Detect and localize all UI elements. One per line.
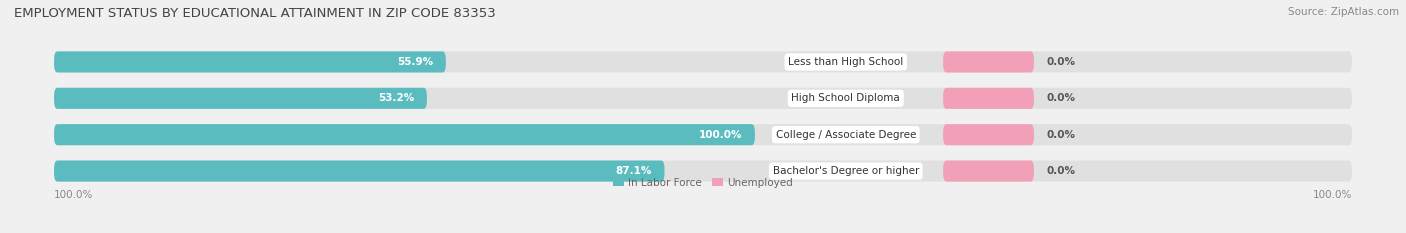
Text: 0.0%: 0.0%	[1047, 57, 1076, 67]
Text: 87.1%: 87.1%	[616, 166, 651, 176]
FancyBboxPatch shape	[943, 124, 1033, 145]
Text: 0.0%: 0.0%	[1047, 166, 1076, 176]
FancyBboxPatch shape	[53, 88, 427, 109]
Text: 0.0%: 0.0%	[1047, 130, 1076, 140]
Legend: In Labor Force, Unemployed: In Labor Force, Unemployed	[609, 174, 797, 192]
Text: Bachelor's Degree or higher: Bachelor's Degree or higher	[772, 166, 920, 176]
FancyBboxPatch shape	[53, 51, 1353, 72]
Text: 53.2%: 53.2%	[378, 93, 413, 103]
Text: 100.0%: 100.0%	[1313, 190, 1353, 200]
Text: High School Diploma: High School Diploma	[792, 93, 900, 103]
Text: College / Associate Degree: College / Associate Degree	[776, 130, 915, 140]
Text: 0.0%: 0.0%	[1047, 93, 1076, 103]
Text: Less than High School: Less than High School	[789, 57, 904, 67]
Text: 100.0%: 100.0%	[699, 130, 742, 140]
FancyBboxPatch shape	[943, 88, 1033, 109]
FancyBboxPatch shape	[53, 161, 665, 182]
Text: 100.0%: 100.0%	[53, 190, 93, 200]
Text: EMPLOYMENT STATUS BY EDUCATIONAL ATTAINMENT IN ZIP CODE 83353: EMPLOYMENT STATUS BY EDUCATIONAL ATTAINM…	[14, 7, 496, 20]
FancyBboxPatch shape	[53, 161, 1353, 182]
FancyBboxPatch shape	[943, 161, 1033, 182]
FancyBboxPatch shape	[53, 124, 1353, 145]
FancyBboxPatch shape	[53, 88, 1353, 109]
FancyBboxPatch shape	[943, 51, 1033, 72]
Text: 55.9%: 55.9%	[396, 57, 433, 67]
Text: Source: ZipAtlas.com: Source: ZipAtlas.com	[1288, 7, 1399, 17]
FancyBboxPatch shape	[53, 124, 755, 145]
FancyBboxPatch shape	[53, 51, 446, 72]
